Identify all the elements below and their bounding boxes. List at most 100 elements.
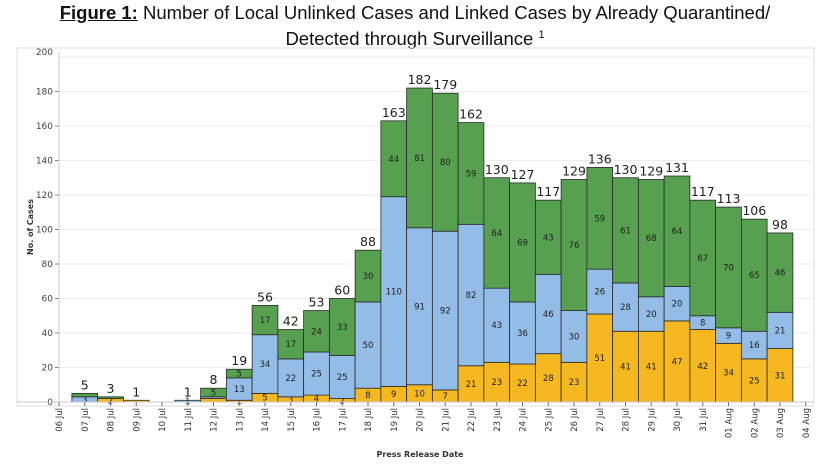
x-tick-label: 31 Jul (699, 408, 709, 432)
x-tick-label: 06 Jul (55, 408, 65, 432)
bar-segment-yellow (560, 361, 588, 403)
y-tick-label: 40 (42, 329, 54, 339)
segment-value-label: 28 (543, 374, 554, 384)
x-tick-label: 23 Jul (493, 408, 503, 432)
bar-segment-blue (328, 355, 356, 399)
segment-value-label: 17 (285, 340, 296, 350)
segment-value-label: 69 (517, 238, 528, 248)
x-tick-label: 18 Jul (364, 408, 374, 432)
bar-segment-blue (534, 273, 562, 355)
x-axis-title: Press Release Date (377, 450, 465, 459)
bar-segment-yellow (457, 365, 485, 403)
x-tick-label: 21 Jul (441, 408, 451, 432)
y-tick-label: 140 (36, 157, 53, 167)
bar-segment-green (534, 199, 562, 275)
segment-value-label: 30 (569, 332, 580, 342)
x-tick-label: 17 Jul (338, 408, 348, 432)
bar-segment-green (689, 199, 717, 317)
bar-segment-green (483, 177, 511, 289)
segment-value-label: 92 (440, 307, 451, 317)
segment-value-label: 61 (620, 226, 631, 236)
title-line-1: Number of Local Unlinked Cases and Linke… (137, 2, 771, 23)
x-tick-label: 02 Aug (750, 408, 760, 438)
bar-total-label: 129 (639, 163, 663, 178)
footnote-marker: 1 (538, 29, 545, 41)
segment-value-label: 2 (108, 396, 113, 406)
bar-total-label: 131 (665, 160, 689, 175)
bar-total-label: 1 (132, 384, 140, 399)
segment-value-label: 13 (234, 385, 245, 395)
segment-value-label: 26 (594, 288, 605, 298)
bar-segment-blue (406, 227, 433, 386)
segment-value-label: 65 (749, 271, 760, 281)
segment-value-label: 70 (723, 263, 734, 273)
bar-segment-blue (431, 230, 459, 391)
bar-segment-green (612, 177, 639, 284)
bar-total-label: 60 (334, 283, 350, 298)
segment-value-label: 17 (260, 316, 271, 326)
bar-segment-green (740, 218, 768, 332)
x-tick-label: 30 Jul (673, 408, 683, 432)
bar-total-label: 130 (485, 162, 509, 177)
bar-segment-green (251, 304, 279, 336)
segment-value-label: 110 (386, 288, 402, 298)
bar-segment-blue (277, 358, 305, 398)
segment-value-label: 8 (700, 319, 705, 329)
chart-title: Figure 1: Number of Local Unlinked Cases… (0, 2, 830, 50)
segment-value-label: 5 (211, 389, 216, 399)
segment-value-label: 81 (414, 154, 425, 164)
segment-value-label: 4 (314, 395, 319, 405)
x-tick-label: 07 Jul (81, 408, 91, 432)
y-tick-label: 120 (36, 191, 53, 201)
y-tick-label: 0 (47, 398, 53, 408)
bar-segment-green (354, 249, 382, 303)
segment-value-label: 68 (646, 234, 657, 244)
bar-segment-green (637, 179, 665, 298)
segment-value-label: 36 (517, 329, 528, 339)
bar-segment-yellow (200, 398, 227, 403)
segment-value-label: 2 (340, 396, 345, 406)
bar-total-label: 127 (511, 167, 535, 182)
segment-value-label: 43 (543, 233, 554, 243)
segment-value-label: 7 (443, 392, 448, 402)
bar-total-label: 163 (382, 105, 406, 120)
bar-segment-green (97, 396, 124, 399)
bar-segment-blue (251, 334, 279, 394)
x-tick-label: 19 Jul (390, 408, 400, 432)
segment-value-label: 3 (288, 395, 293, 405)
x-tick-label: 14 Jul (261, 408, 271, 432)
segment-value-label: 28 (620, 303, 631, 313)
bar-total-label: 98 (772, 217, 788, 232)
segment-value-label: 31 (775, 371, 786, 381)
segment-value-label: 50 (363, 341, 374, 351)
bar-segment-green (277, 329, 305, 360)
segment-value-label: 8 (365, 391, 370, 401)
x-tick-label: 13 Jul (235, 408, 245, 432)
bar-segment-blue (637, 296, 665, 332)
segment-value-label: 20 (646, 310, 657, 320)
bar-segment-green (71, 392, 99, 398)
segment-value-label: 59 (594, 214, 605, 224)
bar-segment-blue (612, 282, 639, 332)
x-tick-label: 11 Jul (184, 408, 194, 432)
bar-total-label: 42 (283, 314, 299, 329)
x-tick-label: 09 Jul (132, 408, 142, 432)
segment-value-label: 23 (569, 378, 580, 388)
bar-total-label: 5 (81, 377, 89, 392)
bar-segment-green (457, 122, 485, 225)
bar-total-label: 130 (614, 162, 638, 177)
x-axis-ticks: 06 Jul 07 Jul 08 Jul 09 Jul 10 Jul 11 Jul 12 J… (55, 402, 812, 438)
segment-value-label: 46 (543, 310, 554, 320)
segment-value-label: 59 (466, 169, 477, 179)
x-tick-label: 16 Jul (313, 408, 323, 432)
x-tick-label: 08 Jul (107, 408, 117, 432)
segment-value-label: 25 (311, 370, 322, 380)
segment-value-label: 42 (697, 362, 708, 372)
figure-label: Figure 1: (59, 2, 138, 23)
segment-value-label: 34 (260, 360, 271, 370)
x-tick-label: 26 Jul (570, 408, 580, 432)
segment-value-label: 25 (337, 373, 348, 383)
segment-value-label: 20 (672, 300, 683, 310)
x-tick-label: 27 Jul (596, 408, 606, 432)
